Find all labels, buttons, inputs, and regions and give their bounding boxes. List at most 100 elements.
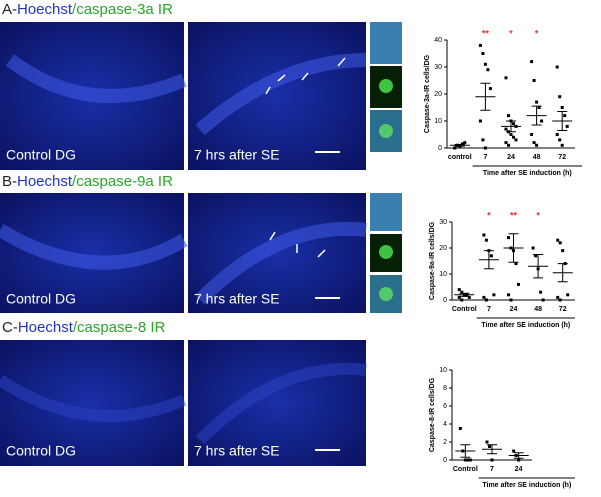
image-label: Control DG (6, 147, 76, 163)
data-point (460, 142, 464, 146)
y-tick-label: 30 (439, 219, 447, 226)
y-tick-label: 0 (443, 457, 447, 464)
heading-part: /caspase-3a IR (72, 1, 173, 18)
y-axis-label: Caspase-8-IR cells/DG (429, 377, 436, 452)
data-point (563, 114, 567, 118)
sem-bar (487, 444, 497, 455)
data-point (535, 143, 539, 147)
data-point (490, 458, 494, 462)
data-point (478, 119, 482, 123)
data-point (560, 106, 564, 109)
y-tick-label: 20 (434, 91, 442, 98)
sem-bar (513, 452, 524, 459)
x-tick-label: 7 (487, 306, 491, 313)
heading-part: C- (2, 319, 18, 336)
data-point (566, 293, 570, 297)
heading-part: Hoechst (17, 173, 73, 190)
data-point (458, 145, 462, 149)
image-label: 7 hrs after SE (194, 443, 280, 459)
data-point (466, 458, 470, 462)
data-point (539, 290, 543, 294)
data-point (484, 298, 488, 302)
y-tick-label: 10 (434, 118, 442, 125)
data-point (463, 458, 467, 462)
data-point (556, 238, 560, 242)
data-point (504, 76, 508, 80)
arrows (269, 231, 326, 258)
data-point (558, 95, 562, 99)
y-tick-label: 10 (439, 367, 447, 374)
data-point (530, 60, 534, 64)
x-tick-label: 24 (515, 466, 523, 473)
data-point (556, 295, 560, 299)
panel-heading: A-Hoechst/caspase-3a IR (2, 1, 173, 18)
data-point (530, 133, 534, 136)
data-point (486, 68, 490, 72)
x-tick-label: 7 (483, 154, 487, 161)
heading-part: /caspase-9a IR (72, 173, 173, 190)
x-tick-label: Control (453, 466, 478, 473)
data-point (485, 440, 489, 444)
data-point (483, 62, 487, 66)
heading-part: /caspase-8 IR (73, 319, 166, 336)
data-point (509, 298, 513, 302)
y-tick-label: 4 (443, 421, 447, 428)
data-point (507, 143, 510, 147)
significance: * (509, 28, 513, 38)
x-tick-label: 48 (534, 306, 542, 313)
data-point (492, 293, 496, 297)
x-axis-label: Time after SE induction (h) (482, 482, 571, 489)
data-point (535, 100, 539, 104)
sem-bar (480, 82, 491, 111)
data-point (467, 295, 471, 299)
inset (370, 193, 402, 231)
data-point (541, 298, 545, 302)
sem-bar (454, 143, 465, 147)
x-axis-label: Time after SE induction (h) (481, 322, 570, 329)
data-point (457, 295, 461, 299)
data-point (534, 254, 538, 258)
data-point (507, 293, 510, 297)
data-point (457, 288, 461, 292)
panel-heading: B-Hoechst/caspase-9a IR (2, 173, 173, 190)
micrograph (188, 22, 366, 170)
image-label: Control DG (6, 291, 76, 307)
heading-part: B- (2, 173, 17, 190)
data-point (460, 298, 464, 302)
heading-part: Hoechst (17, 1, 73, 18)
x-tick-label: 24 (507, 154, 515, 161)
data-point (540, 119, 544, 123)
data-point (507, 114, 510, 118)
data-point (537, 106, 541, 109)
sem-bar (460, 444, 471, 458)
data-point (558, 241, 562, 245)
significance: * (536, 210, 540, 220)
data-point (512, 135, 515, 139)
data-point (517, 282, 520, 286)
x-axis-label: Time after SE induction (h) (483, 170, 572, 177)
y-tick-label: 6 (443, 403, 447, 410)
data-point (488, 445, 491, 448)
data-point (481, 138, 485, 142)
image-label: 7 hrs after SE (194, 291, 280, 307)
sem-bar (483, 250, 494, 270)
y-tick-label: 0 (443, 297, 447, 304)
x-tick-label: control (448, 154, 472, 161)
sem-bar (506, 120, 516, 133)
image-label: Control DG (6, 443, 76, 459)
significance: ** (482, 28, 490, 38)
y-tick-label: 20 (439, 245, 447, 252)
image-label: 7 hrs after SE (194, 147, 280, 163)
data-point (504, 127, 508, 131)
data-point (489, 254, 493, 258)
arrows (265, 57, 346, 95)
data-point (517, 458, 521, 462)
micrograph (188, 193, 366, 313)
x-tick-label: 72 (558, 154, 566, 161)
y-axis-label: Caspase-9a-IR cells/DG (429, 221, 436, 300)
data-point (504, 141, 508, 145)
panel-heading: C-Hoechst/caspase-8 IR (2, 319, 166, 336)
data-point (555, 133, 559, 136)
